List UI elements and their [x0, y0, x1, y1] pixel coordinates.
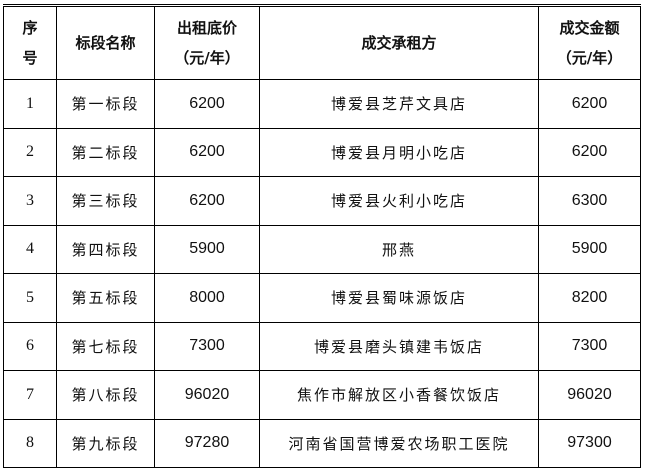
cell-deal: 7300: [538, 321, 641, 371]
cell-segment: 第八标段: [56, 370, 155, 420]
cell-base-price: 6200: [154, 127, 260, 177]
cell-seq: 4: [3, 224, 57, 274]
cell-seq: 1: [3, 79, 57, 129]
table-row: 5 第五标段 8000 博爱县蜀味源饭店 8200: [3, 273, 641, 323]
cell-segment: 第二标段: [56, 127, 155, 177]
cell-lessee: 博爱县月明小吃店: [259, 127, 539, 177]
cell-seq: 6: [3, 321, 57, 371]
cell-seq: 2: [3, 127, 57, 177]
header-base-price-line2: （元/年）: [174, 49, 240, 67]
header-deal-line2: （元/年）: [556, 49, 623, 67]
header-segment: 标段名称: [56, 5, 155, 80]
cell-deal: 96020: [538, 370, 641, 420]
cell-lessee: 邢燕: [259, 224, 539, 274]
cell-lessee: 博爱县蜀味源饭店: [259, 273, 539, 323]
cell-deal: 6200: [538, 127, 641, 177]
table-row: 8 第九标段 97280 河南省国营博爱农场职工医院 97300: [3, 418, 641, 468]
cell-seq: 8: [3, 418, 57, 468]
cell-segment: 第九标段: [56, 418, 155, 468]
header-deal: 成交金额 （元/年）: [538, 5, 641, 80]
cell-segment: 第四标段: [56, 224, 155, 274]
cell-lessee: 博爱县芝芹文具店: [259, 79, 539, 129]
cell-segment: 第七标段: [56, 321, 155, 371]
header-deal-line1: 成交金额: [559, 19, 620, 37]
table-row: 3 第三标段 6200 博爱县火利小吃店 6300: [3, 176, 641, 226]
cell-base-price: 6200: [154, 79, 260, 129]
table-row: 4 第四标段 5900 邢燕 5900: [3, 224, 641, 274]
cell-seq: 3: [3, 176, 57, 226]
lease-results-table: 序号 标段名称 出租底价 （元/年） 成交承租方 成交金额 （元/年） 1 第一标段 6…: [3, 4, 641, 468]
header-seq-text: 序号: [22, 19, 38, 67]
header-base-price: 出租底价 （元/年）: [154, 5, 260, 80]
cell-deal: 8200: [538, 273, 641, 323]
cell-segment: 第三标段: [56, 176, 155, 226]
header-row: 序号 标段名称 出租底价 （元/年） 成交承租方 成交金额 （元/年）: [3, 5, 641, 80]
cell-seq: 5: [3, 273, 57, 323]
cell-base-price: 8000: [154, 273, 260, 323]
header-base-price-line1: 出租底价: [176, 19, 237, 37]
cell-lessee: 博爱县磨头镇建韦饭店: [259, 321, 539, 371]
table-row: 6 第七标段 7300 博爱县磨头镇建韦饭店 7300: [3, 321, 641, 371]
cell-lessee: 河南省国营博爱农场职工医院: [259, 418, 539, 468]
cell-base-price: 97280: [154, 418, 260, 468]
cell-base-price: 96020: [154, 370, 260, 420]
cell-segment: 第五标段: [56, 273, 155, 323]
cell-base-price: 6200: [154, 176, 260, 226]
cell-lessee: 焦作市解放区小香餐饮饭店: [259, 370, 539, 420]
table-row: 2 第二标段 6200 博爱县月明小吃店 6200: [3, 127, 641, 177]
header-lessee: 成交承租方: [259, 5, 539, 80]
table-row: 7 第八标段 96020 焦作市解放区小香餐饮饭店 96020: [3, 370, 641, 420]
header-seq: 序号: [3, 5, 57, 80]
cell-deal: 97300: [538, 418, 641, 468]
cell-deal: 6200: [538, 79, 641, 129]
cell-seq: 7: [3, 370, 57, 420]
cell-deal: 6300: [538, 176, 641, 226]
cell-lessee: 博爱县火利小吃店: [259, 176, 539, 226]
cell-segment: 第一标段: [56, 79, 155, 129]
table-row: 1 第一标段 6200 博爱县芝芹文具店 6200: [3, 79, 641, 129]
cell-deal: 5900: [538, 224, 641, 274]
cell-base-price: 5900: [154, 224, 260, 274]
cell-base-price: 7300: [154, 321, 260, 371]
